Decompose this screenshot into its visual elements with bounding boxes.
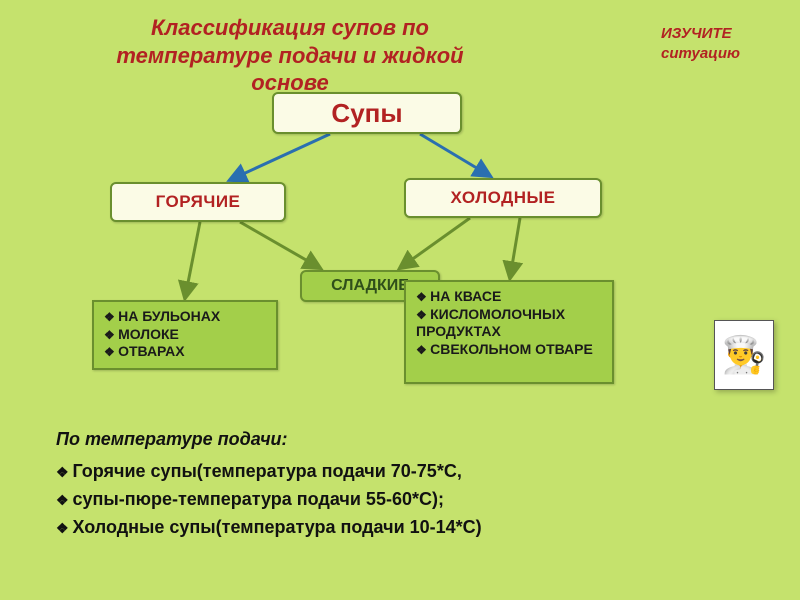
detail-box-hot-list: НА БУЛЬОНАХМОЛОКЕОТВАРАХ: [102, 308, 268, 361]
top-right-line1: ИЗУЧИТЕ: [661, 24, 740, 44]
list-item: НА БУЛЬОНАХ: [104, 308, 268, 326]
arrow: [185, 222, 200, 298]
list-item: МОЛОКЕ: [104, 326, 268, 344]
detail-box-cold-list: НА КВАСЕКИСЛОМОЛОЧНЫХ ПРОДУКТАХСВЕКОЛЬНО…: [414, 288, 604, 358]
detail-box-cold: НА КВАСЕКИСЛОМОЛОЧНЫХ ПРОДУКТАХСВЕКОЛЬНО…: [404, 280, 614, 384]
bottom-lead: По температуре подачи:: [56, 426, 676, 454]
node-cold-label: ХОЛОДНЫЕ: [451, 188, 556, 208]
top-right-line2: ситуацию: [661, 44, 740, 64]
node-hot: ГОРЯЧИЕ: [110, 182, 286, 222]
node-root: Супы: [272, 92, 462, 134]
list-item: супы-пюре-температура подачи 55-60*С);: [56, 486, 676, 514]
arrow: [420, 134, 490, 176]
list-item: ОТВАРАХ: [104, 343, 268, 361]
node-sweet-label: СЛАДКИЕ: [331, 277, 409, 295]
bottom-list: Горячие супы(температура подачи 70-75*С,…: [56, 458, 676, 542]
bottom-section: По температуре подачи: Горячие супы(темп…: [56, 426, 676, 542]
list-item: Горячие супы(температура подачи 70-75*С,: [56, 458, 676, 486]
chef-icon: 👨‍🍳: [714, 320, 774, 390]
arrow: [240, 222, 320, 268]
top-right-note: ИЗУЧИТЕ ситуацию: [661, 24, 740, 65]
arrow: [400, 218, 470, 268]
node-cold: ХОЛОДНЫЕ: [404, 178, 602, 218]
node-root-label: Супы: [331, 98, 402, 129]
arrow: [230, 134, 330, 180]
detail-box-hot: НА БУЛЬОНАХМОЛОКЕОТВАРАХ: [92, 300, 278, 370]
list-item: СВЕКОЛЬНОМ ОТВАРЕ: [416, 341, 604, 359]
node-hot-label: ГОРЯЧИЕ: [156, 192, 241, 212]
slide-title: Классификация супов по температуре подач…: [80, 14, 500, 97]
arrow: [510, 218, 520, 278]
list-item: НА КВАСЕ: [416, 288, 604, 306]
list-item: Холодные супы(температура подачи 10-14*С…: [56, 514, 676, 542]
list-item: КИСЛОМОЛОЧНЫХ ПРОДУКТАХ: [416, 306, 604, 341]
